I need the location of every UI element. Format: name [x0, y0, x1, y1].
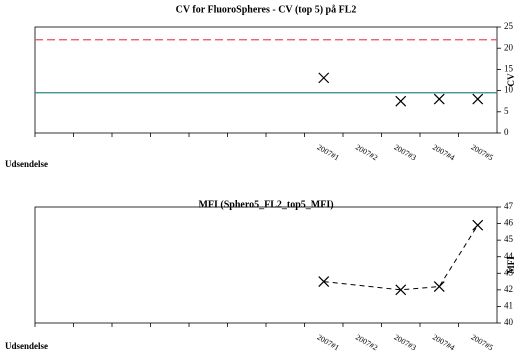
x-tick-label: 2007#5	[469, 143, 494, 163]
chart-title: CV for FluoroSpheres - CV (top 5) på FL2	[176, 4, 357, 15]
y-tick-label: 40	[504, 317, 514, 327]
x-marker	[318, 72, 330, 84]
y-tick-label: 43	[504, 267, 514, 277]
y-tick-label: 47	[504, 201, 514, 211]
x-tick-label: 2007#4	[431, 333, 456, 352]
plot-area	[34, 26, 498, 134]
x-tick-label: 2007#3	[392, 333, 417, 352]
data-line	[323, 224, 479, 291]
plot-area	[34, 206, 498, 324]
x-marker	[433, 93, 445, 105]
y-tick-label: 46	[504, 218, 514, 228]
y-tick-label: 44	[504, 251, 514, 261]
x-tick-label: 2007#1	[315, 143, 340, 163]
y-tick-label: 41	[504, 300, 513, 310]
y-tick-label: 20	[504, 42, 514, 52]
x-marker	[433, 281, 445, 292]
x-tick-label: 2007#4	[431, 143, 456, 163]
x-tick-label: 2007#3	[392, 143, 417, 163]
y-tick-label: 45	[504, 234, 514, 244]
y-tick-label: 0	[504, 127, 509, 137]
x-marker	[472, 93, 484, 105]
y-tick-label: 25	[504, 21, 514, 31]
y-tick-label: 15	[504, 63, 514, 73]
x-tick-label: 2007#1	[315, 333, 340, 352]
y-axis-label: CV	[506, 73, 516, 86]
x-tick-label: 2007#5	[469, 333, 494, 352]
x-axis-label: Udsendelse	[5, 159, 48, 169]
y-tick-label: 5	[504, 106, 509, 116]
x-marker	[472, 219, 484, 231]
chart-title: MFI (Sphero5_FL2_top5_MFI)	[198, 199, 333, 210]
x-axis-label: Udsendelse	[5, 341, 48, 351]
y-axis-label: MFI	[506, 256, 516, 274]
y-tick-label: 10	[504, 85, 514, 95]
x-tick-label: 2007#2	[354, 333, 379, 352]
x-marker	[395, 284, 407, 296]
x-marker	[318, 276, 330, 287]
x-marker	[395, 95, 407, 107]
y-tick-label: 42	[504, 284, 513, 294]
x-tick-label: 2007#2	[354, 143, 379, 163]
